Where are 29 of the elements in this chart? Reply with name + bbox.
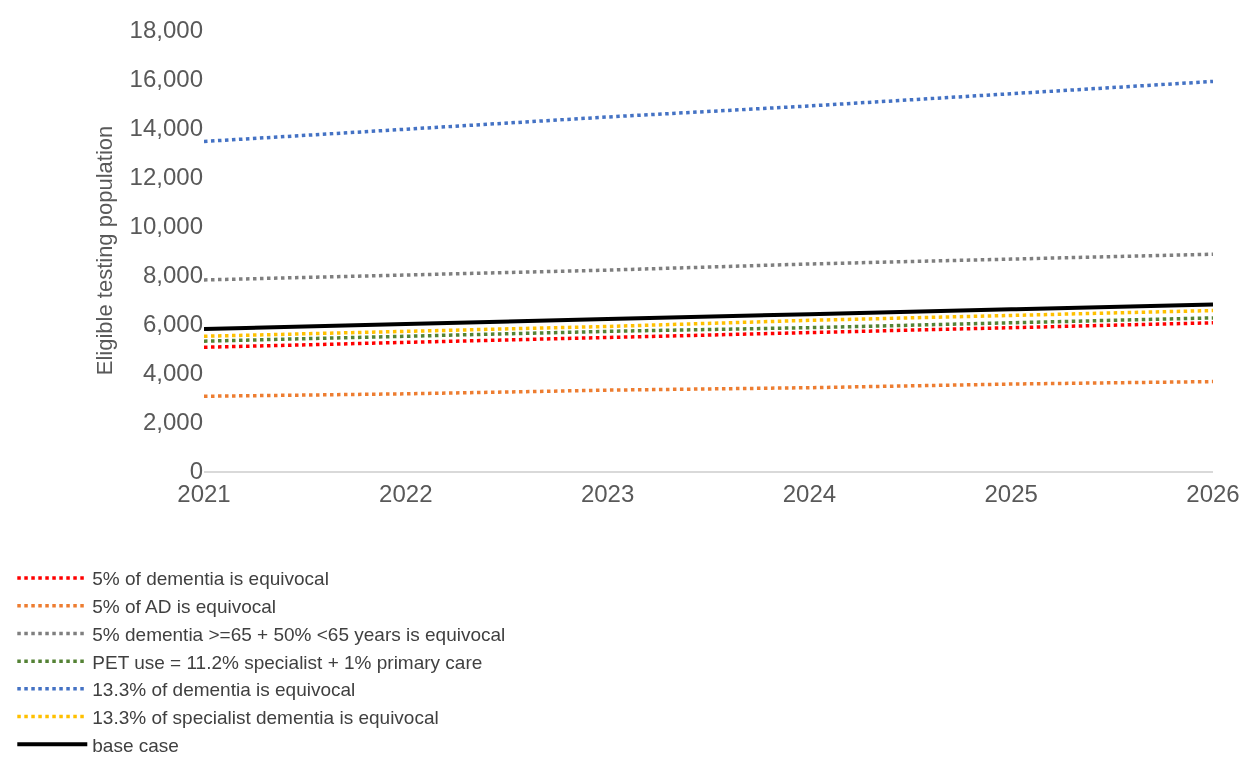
legend-label: 13.3% of dementia is equivocal — [92, 679, 356, 701]
line-series — [204, 302, 1213, 331]
x-tick-label: 2022 — [379, 479, 433, 507]
y-tick-label: 18,000 — [129, 16, 203, 44]
y-tick-label: 8,000 — [142, 261, 203, 289]
x-tick-label: 2023 — [580, 479, 635, 507]
x-tick-label: 2024 — [782, 479, 837, 507]
y-tick-label: 12,000 — [129, 163, 203, 191]
legend-label: base case — [92, 734, 179, 756]
line-series — [204, 252, 1213, 282]
legend-label: 5% of dementia is equivocal — [92, 568, 329, 590]
legend-label: 5% of AD is equivocal — [92, 596, 277, 618]
y-axis-title: Eligible testing population — [92, 125, 118, 376]
y-tick-label: 16,000 — [129, 65, 203, 93]
legend-label: 13.3% of specialist dementia is equivocal — [92, 706, 439, 728]
y-tick-label: 2,000 — [142, 408, 203, 436]
line-series — [204, 79, 1213, 144]
x-tick-label: 2025 — [984, 479, 1038, 507]
y-tick-label: 14,000 — [129, 114, 203, 142]
x-tick-label: 2026 — [1186, 479, 1240, 507]
y-tick-label: 4,000 — [142, 359, 203, 387]
legend-label: 5% dementia >=65 + 50% <65 years is equivocal — [92, 623, 506, 645]
line-series — [204, 308, 1213, 338]
y-tick-label: 10,000 — [129, 212, 203, 240]
line-series — [204, 321, 1213, 350]
line-series — [204, 316, 1213, 343]
legend-label: PET use = 11.2% specialist + 1% primary care — [92, 651, 483, 673]
y-tick-label: 6,000 — [142, 310, 203, 338]
line-series — [204, 379, 1213, 399]
